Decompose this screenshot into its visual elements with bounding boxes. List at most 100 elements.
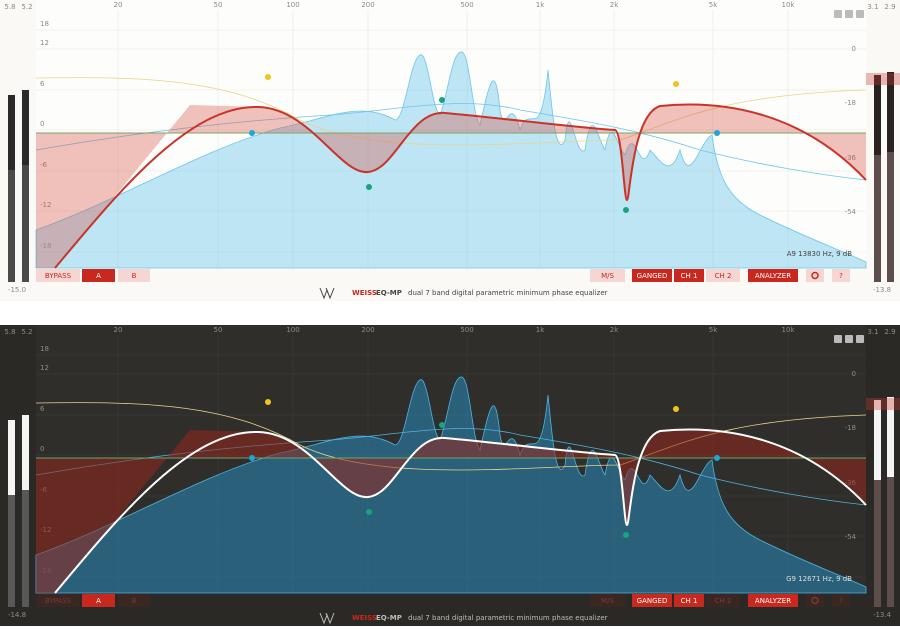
band-handle[interactable] — [623, 532, 629, 538]
level-meter — [887, 72, 894, 282]
meter-peak: 5.8 — [4, 3, 15, 11]
meter-peak: 5.2 — [21, 328, 32, 336]
level-meter — [22, 90, 29, 282]
band-handle[interactable] — [265, 399, 271, 405]
button[interactable] — [82, 269, 115, 282]
gain-label: 12 — [40, 364, 49, 372]
button-label[interactable]: CH 2 — [715, 272, 732, 280]
button-label[interactable]: CH 1 — [681, 272, 698, 280]
level-meter — [887, 397, 894, 607]
level-meter — [874, 400, 881, 607]
analyzer-spectrum — [35, 376, 867, 594]
button[interactable] — [118, 269, 150, 282]
button-label[interactable]: BYPASS — [45, 272, 72, 280]
window-control[interactable] — [845, 10, 853, 18]
band-handle[interactable] — [249, 455, 255, 461]
button[interactable] — [632, 594, 672, 607]
frequency-label: 5k — [709, 326, 718, 334]
level-meter-fill — [8, 420, 15, 495]
analyzer-label: 0 — [852, 370, 856, 378]
band-handle[interactable] — [673, 406, 679, 412]
level-meter-fill — [22, 415, 29, 490]
button[interactable] — [632, 269, 672, 282]
button-label[interactable]: B — [132, 272, 137, 280]
button-label[interactable]: ? — [839, 597, 843, 605]
band-handle[interactable] — [673, 81, 679, 87]
button[interactable] — [706, 594, 740, 607]
frequency-label: 1k — [536, 326, 545, 334]
button[interactable] — [590, 594, 625, 607]
button-label[interactable]: M/S — [601, 272, 614, 280]
gain-label: 18 — [40, 345, 49, 353]
frequency-label: 1k — [536, 1, 545, 9]
button-label[interactable]: CH 1 — [681, 597, 698, 605]
button-label[interactable]: CH 2 — [715, 597, 732, 605]
button[interactable] — [36, 269, 80, 282]
frequency-label: 500 — [460, 326, 473, 334]
band-handle[interactable] — [714, 130, 720, 136]
frequency-label: 500 — [460, 1, 473, 9]
band-curve — [35, 103, 867, 181]
tagline: dual 7 band digital parametric minimum p… — [408, 614, 608, 622]
band-handle[interactable] — [439, 422, 445, 428]
button-label[interactable]: ? — [839, 272, 843, 280]
level-meter-fill — [874, 400, 881, 480]
frequency-label: 2k — [610, 1, 619, 9]
analyzer-label: -54 — [845, 208, 857, 216]
eq-panel: 20501002005001k2k5k10k181260-6-12-180-18… — [0, 325, 900, 626]
window-control[interactable] — [856, 10, 864, 18]
tagline: dual 7 band digital parametric minimum p… — [408, 289, 608, 297]
eq-panel: 20501002005001k2k5k10k181260-6-12-180-18… — [0, 0, 900, 301]
gain-label: -6 — [40, 161, 48, 169]
button[interactable] — [748, 594, 798, 607]
button[interactable] — [590, 269, 625, 282]
window-control[interactable] — [834, 335, 842, 343]
button[interactable] — [36, 594, 80, 607]
settings-button[interactable] — [806, 269, 824, 282]
button-label[interactable]: BYPASS — [45, 597, 72, 605]
button-label[interactable]: ANALYZER — [755, 272, 791, 280]
window-control[interactable] — [834, 10, 842, 18]
window-control[interactable] — [856, 335, 864, 343]
meter-peak: 5.2 — [21, 3, 32, 11]
band-handle[interactable] — [366, 184, 372, 190]
band-handle[interactable] — [714, 455, 720, 461]
button[interactable] — [832, 594, 850, 607]
button[interactable] — [118, 594, 150, 607]
level-meter — [8, 420, 15, 607]
level-meter-fill — [874, 75, 881, 155]
frequency-label: 200 — [361, 326, 374, 334]
band-handle[interactable] — [265, 74, 271, 80]
window-control[interactable] — [845, 335, 853, 343]
eq-curve — [54, 103, 867, 269]
gain-label: 12 — [40, 39, 49, 47]
button-label[interactable]: ANALYZER — [755, 597, 791, 605]
band-handle[interactable] — [623, 207, 629, 213]
gain-label: 0 — [40, 120, 44, 128]
button-label[interactable]: GANGED — [637, 597, 668, 605]
button-label[interactable]: GANGED — [637, 272, 668, 280]
analyzer-spectrum — [35, 51, 867, 269]
button[interactable] — [82, 594, 115, 607]
button[interactable] — [748, 269, 798, 282]
band-info: G9 12671 Hz, 9 dB — [786, 575, 852, 583]
button-label[interactable]: A — [96, 272, 101, 280]
logo — [319, 612, 335, 625]
settings-button[interactable] — [806, 594, 824, 607]
button[interactable] — [674, 269, 704, 282]
button-label[interactable]: A — [96, 597, 101, 605]
meter-peak: 3.1 — [867, 3, 878, 11]
button[interactable] — [674, 594, 704, 607]
frequency-label: 5k — [709, 1, 718, 9]
button-label[interactable]: M/S — [601, 597, 614, 605]
frequency-label: 20 — [114, 326, 123, 334]
meter-reading: -13.8 — [873, 286, 891, 294]
button[interactable] — [706, 269, 740, 282]
button[interactable] — [832, 269, 850, 282]
band-handle[interactable] — [439, 97, 445, 103]
button-label[interactable]: B — [132, 597, 137, 605]
level-meter-fill — [887, 397, 894, 477]
band-handle[interactable] — [366, 509, 372, 515]
band-handle[interactable] — [249, 130, 255, 136]
